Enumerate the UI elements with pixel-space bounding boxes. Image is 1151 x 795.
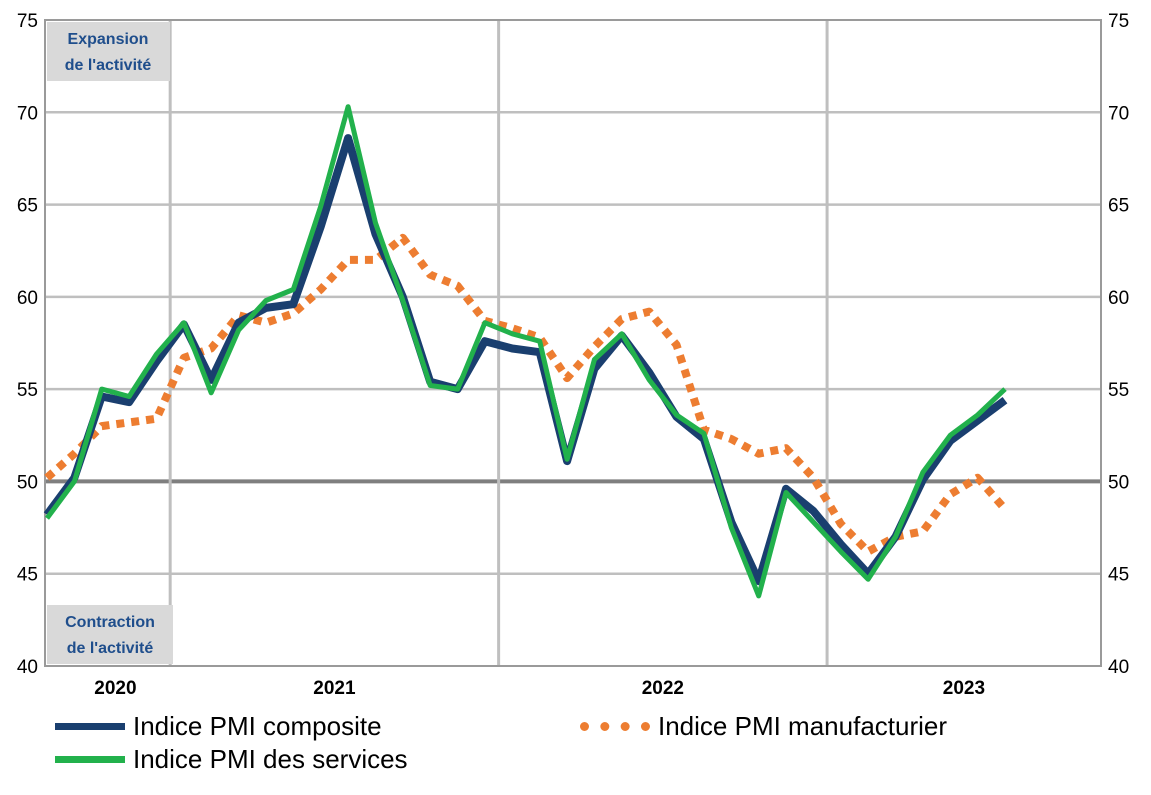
series-lines [43,104,1009,599]
legend-item-services: Indice PMI des services [55,744,408,775]
y-tick-label-right: 55 [1108,380,1129,401]
services-swatch [55,756,125,763]
legend-label-composite: Indice PMI composite [133,711,382,741]
x-tick-label: 2020 [94,678,136,699]
y-tick-label-left: 60 [17,288,38,309]
legend-item-composite: Indice PMI composite [55,711,382,742]
y-tick-label-left: 55 [17,380,38,401]
y-axis-left: 40 45 50 55 60 65 70 75 [17,11,38,678]
composite-swatch [55,723,125,730]
y-tick-label-left: 45 [17,565,38,586]
plot-frame [44,19,1102,667]
x-tick-label: 2022 [642,678,684,699]
y-tick-label-right: 75 [1108,11,1129,32]
y-axis-right: 40 45 50 55 60 65 70 75 [1108,11,1129,678]
chart-grid [45,20,1101,666]
y-tick-label-right: 70 [1108,103,1129,124]
y-tick-label-left: 40 [17,657,38,678]
y-tick-label-left: 50 [17,472,38,493]
expansion-label-line2: de l'activité [65,57,152,74]
contraction-label-line1: Contraction [65,614,155,631]
legend-label-manufacturier: Indice PMI manufacturier [658,711,948,741]
legend-item-manufacturier: Indice PMI manufacturier [580,711,947,742]
y-tick-label-left: 70 [17,103,38,124]
manufacturier-swatch [580,722,650,731]
y-tick-label-right: 50 [1108,472,1129,493]
legend-label-services: Indice PMI des services [133,744,408,774]
expansion-annotation: Expansion de l'activité [47,22,170,81]
y-tick-label-right: 40 [1108,657,1129,678]
y-tick-label-left: 75 [17,11,38,32]
series-line-composite [43,134,1008,586]
y-tick-label-right: 60 [1108,288,1129,309]
series-line-services [44,104,1007,599]
contraction-annotation: Contraction de l'activité [47,605,173,664]
x-axis: 2020 2021 2022 2023 [94,678,985,699]
series-line-manufacturier [44,233,1009,556]
y-tick-label-right: 65 [1108,196,1129,217]
expansion-label-line1: Expansion [68,31,149,48]
contraction-label-line2: de l'activité [67,640,154,657]
x-tick-label: 2021 [313,678,356,699]
y-tick-label-right: 45 [1108,565,1129,586]
x-tick-label: 2023 [943,678,985,699]
y-tick-label-left: 65 [17,196,38,217]
